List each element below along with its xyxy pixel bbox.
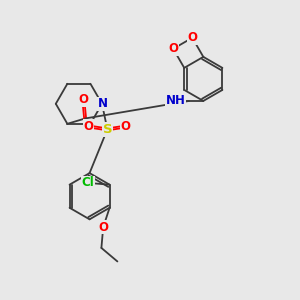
Text: N: N bbox=[98, 97, 108, 110]
Text: O: O bbox=[168, 42, 178, 55]
Text: Cl: Cl bbox=[81, 176, 94, 189]
Text: O: O bbox=[121, 120, 131, 133]
Text: O: O bbox=[84, 120, 94, 133]
Text: O: O bbox=[78, 94, 88, 106]
Text: O: O bbox=[98, 221, 108, 234]
Text: O: O bbox=[187, 31, 197, 44]
Text: S: S bbox=[103, 123, 112, 136]
Text: NH: NH bbox=[166, 94, 186, 107]
